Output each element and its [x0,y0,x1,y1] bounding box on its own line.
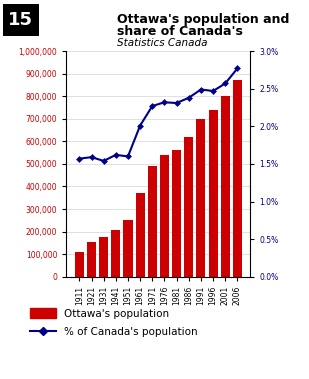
Bar [221,96,230,277]
Bar [75,252,84,277]
Bar [136,193,145,277]
Bar [99,237,108,277]
Bar [233,80,242,277]
Bar [160,155,169,277]
Text: share of Canada's: share of Canada's [117,25,243,38]
Bar [172,150,181,277]
Text: Ottawa's population and: Ottawa's population and [117,13,290,26]
Bar [87,242,96,277]
Legend: Ottawa's population, % of Canada's population: Ottawa's population, % of Canada's popul… [30,309,198,337]
Bar [209,110,218,277]
Bar [196,119,205,277]
Bar [148,166,157,277]
Bar [123,220,133,277]
Bar [111,230,121,277]
Text: Statistics Canada: Statistics Canada [117,38,208,48]
Bar [184,137,193,277]
Text: 15: 15 [8,11,33,29]
